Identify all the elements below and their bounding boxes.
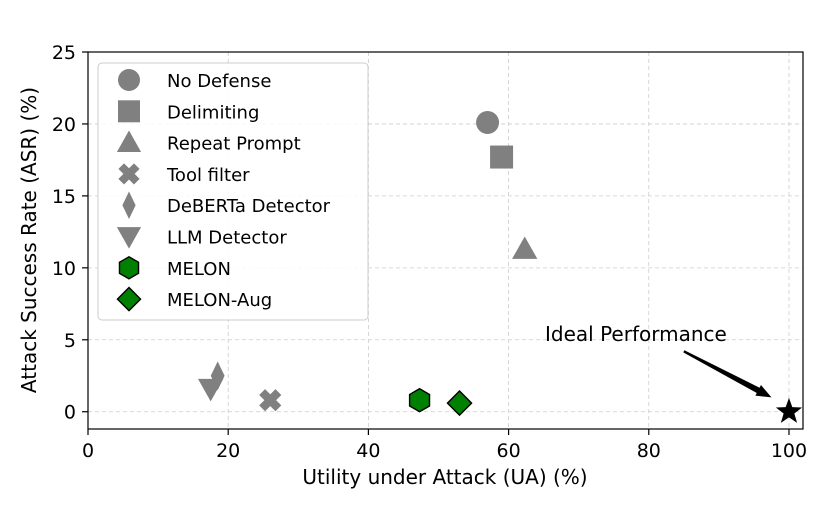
legend-label-llm-detector: LLM Detector — [167, 228, 287, 249]
legend-label-melon: MELON — [167, 259, 231, 280]
y-tick-label: 10 — [52, 258, 76, 280]
ideal-point-star — [775, 397, 803, 423]
legend-label-repeat-prompt: Repeat Prompt — [167, 134, 301, 155]
x-axis-label: Utility under Attack (UA) (%) — [302, 465, 587, 489]
legend-marker-delimiting — [118, 100, 140, 123]
melon-point — [408, 387, 431, 413]
delimiting-point — [490, 145, 514, 169]
llm-detector-point — [198, 378, 224, 402]
x-axis: 0 20 40 60 80 100 — [82, 429, 807, 462]
melon-aug-point — [446, 390, 473, 417]
x-tick-label: 80 — [637, 440, 661, 462]
ideal-performance-annotation: Ideal Performance — [545, 322, 772, 398]
legend-label-melon-aug: MELON-Aug — [167, 290, 272, 311]
y-tick-label: 15 — [52, 186, 76, 208]
no-defense-point — [476, 111, 500, 135]
repeat-prompt-point — [512, 236, 538, 259]
tool-filter-point — [259, 389, 282, 412]
tool-filter-point-stroke — [259, 389, 282, 412]
y-tick-label: 20 — [52, 114, 76, 136]
legend-marker-melon — [118, 255, 140, 280]
annotation-arrow — [683, 350, 772, 398]
x-tick-label: 40 — [356, 440, 380, 462]
legend-marker-no-defense — [118, 69, 140, 91]
x-tick-label: 100 — [771, 440, 807, 462]
x-tick-label: 20 — [216, 440, 240, 462]
legend-label-deberta-detector: DeBERTa Detector — [167, 196, 331, 217]
legend-marker-tool-filter-stroke — [118, 163, 140, 185]
y-axis-label: Attack Success Rate (ASR) (%) — [17, 87, 41, 393]
data-points — [198, 111, 803, 423]
legend-label-no-defense: No Defense — [167, 71, 271, 92]
legend-label-tool-filter: Tool filter — [166, 165, 250, 186]
legend-marker-repeat-prompt — [116, 130, 142, 152]
legend-marker-melon-aug — [116, 286, 142, 312]
y-axis: 0 5 10 15 20 25 — [52, 42, 88, 424]
y-tick-label: 5 — [64, 330, 76, 352]
plot-area — [87, 51, 804, 430]
x-tick-label: 0 — [82, 440, 94, 462]
x-tick-label: 60 — [496, 440, 520, 462]
legend: No Defense Delimiting Repeat Prompt Tool fi… — [97, 62, 369, 321]
legend-marker-tool-filter — [118, 163, 140, 185]
legend-marker-deberta-detector — [122, 191, 136, 219]
y-tick-label: 25 — [52, 42, 76, 64]
legend-marker-llm-detector — [116, 227, 142, 249]
y-tick-label: 0 — [64, 402, 76, 424]
legend-label-delimiting: Delimiting — [167, 102, 259, 123]
annotation-label: Ideal Performance — [545, 322, 727, 346]
